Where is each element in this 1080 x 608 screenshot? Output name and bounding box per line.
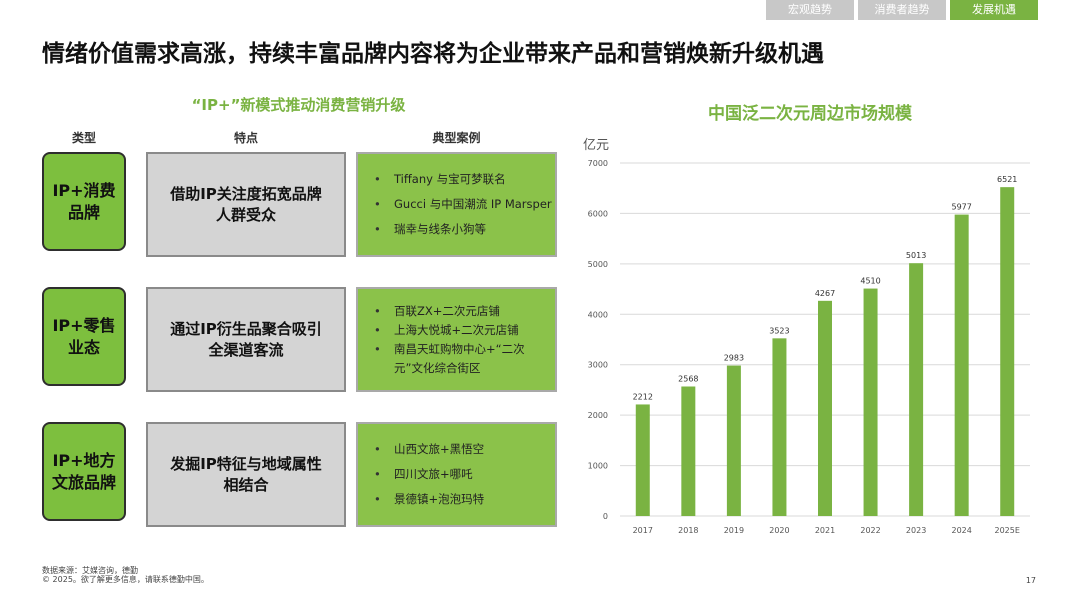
y-tick-label: 7000	[588, 159, 608, 168]
x-tick-label: 2019	[724, 526, 744, 535]
header-feature: 特点	[233, 131, 258, 145]
feature-box-consumer-brand: 借助IP关注度拓宽品牌人群受众	[146, 152, 346, 257]
bar	[635, 404, 650, 516]
chart-title: 中国泛二次元周边市场规模	[708, 104, 912, 124]
bar	[772, 338, 787, 516]
case-item: 景德镇+泡泡玛特	[374, 487, 484, 512]
tab-consumer-trends[interactable]: 消费者趋势	[858, 0, 946, 20]
bar	[726, 365, 741, 516]
bar-value-label: 4267	[815, 289, 835, 298]
bar	[909, 263, 924, 516]
type-box-retail: IP+零售业态	[42, 287, 126, 386]
y-tick-label: 2000	[588, 411, 608, 420]
cases-box-tourism: 山西文旅+黑悟空 四川文旅+哪吒 景德镇+泡泡玛特	[356, 422, 557, 527]
case-item: Gucci 与中国潮流 IP Marsper	[374, 192, 552, 217]
tab-opportunities[interactable]: 发展机遇	[950, 0, 1038, 20]
bar-value-label: 4510	[860, 277, 880, 286]
copyright: © 2025。欲了解更多信息，请联系德勤中国。	[42, 575, 209, 584]
y-tick-label: 3000	[588, 361, 608, 370]
bar-value-label: 5013	[906, 251, 926, 260]
cases-box-retail: 百联ZX+二次元店铺 上海大悦城+二次元店铺 南昌天虹购物中心+“二次元”文化综…	[356, 287, 557, 392]
y-tick-label: 1000	[588, 462, 608, 471]
header-cases: 典型案例	[432, 131, 481, 145]
bar-value-label: 6521	[997, 175, 1017, 184]
x-tick-label: 2022	[860, 526, 880, 535]
bar-value-label: 2212	[633, 392, 653, 401]
case-item: 上海大悦城+二次元店铺	[374, 321, 541, 340]
type-box-tourism: IP+地方文旅品牌	[42, 422, 126, 521]
y-tick-label: 4000	[588, 310, 608, 319]
footer-notes: 数据来源：艾媒咨询，德勤 © 2025。欲了解更多信息，请联系德勤中国。	[42, 566, 209, 584]
section-tabs: 宏观趋势 消费者趋势 发展机遇	[766, 0, 1038, 20]
page-number: 17	[1025, 576, 1036, 585]
bar	[681, 386, 696, 516]
case-item: 南昌天虹购物中心+“二次元”文化综合街区	[374, 340, 541, 378]
bar	[863, 288, 878, 516]
bar-value-label: 3523	[769, 326, 789, 335]
page-title: 情绪价值需求高涨，持续丰富品牌内容将为企业带来产品和营销焕新升级机遇	[42, 41, 824, 67]
tab-macro-trends[interactable]: 宏观趋势	[766, 0, 854, 20]
case-item: Tiffany 与宝可梦联名	[374, 167, 552, 192]
bar-value-label: 5977	[951, 203, 971, 212]
bar	[818, 300, 832, 516]
x-tick-label: 2025E	[995, 526, 1020, 535]
feature-box-tourism: 发掘IP特征与地域属性相结合	[146, 422, 346, 527]
x-tick-label: 2023	[906, 526, 926, 535]
y-tick-label: 6000	[588, 209, 608, 218]
x-tick-label: 2017	[633, 526, 653, 535]
bar	[954, 214, 969, 516]
case-item: 瑞幸与线条小狗等	[374, 217, 552, 242]
bar	[1000, 187, 1015, 517]
data-source: 数据来源：艾媒咨询，德勤	[42, 566, 138, 575]
x-tick-label: 2021	[815, 526, 835, 535]
feature-box-retail: 通过IP衍生品聚合吸引全渠道客流	[146, 287, 346, 392]
x-tick-label: 2024	[951, 526, 971, 535]
market-size-bar-chart: 亿元 0 1000 2000 3000 4000 5000 6000 7000 2212 2017 2…	[583, 138, 1030, 535]
case-item: 四川文旅+哪吒	[374, 462, 484, 487]
cases-box-consumer-brand: Tiffany 与宝可梦联名 Gucci 与中国潮流 IP Marsper 瑞幸…	[356, 152, 557, 257]
y-tick-label: 5000	[588, 260, 608, 269]
y-axis-label: 亿元	[583, 138, 609, 153]
bar-value-label: 2568	[678, 374, 698, 383]
type-box-consumer-brand: IP+消费品牌	[42, 152, 126, 251]
ip-model-title: “IP+”新模式推动消费营销升级	[191, 96, 406, 114]
x-tick-label: 2018	[678, 526, 698, 535]
y-tick-label: 0	[603, 512, 608, 521]
header-type: 类型	[71, 131, 96, 145]
bar-value-label: 2983	[724, 354, 744, 363]
x-tick-label: 2020	[769, 526, 789, 535]
case-item: 百联ZX+二次元店铺	[374, 302, 541, 321]
case-item: 山西文旅+黑悟空	[374, 437, 484, 462]
